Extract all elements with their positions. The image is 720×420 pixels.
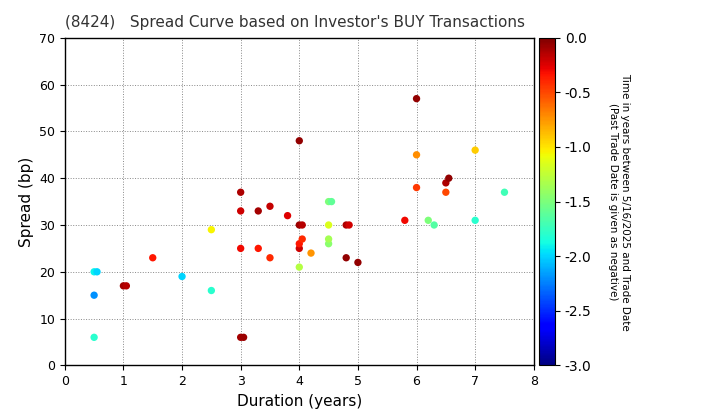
Point	[294, 137, 305, 144]
Point	[341, 222, 352, 228]
Y-axis label: Time in years between 5/16/2025 and Trade Date
(Past Trade Date is given as nega: Time in years between 5/16/2025 and Trad…	[608, 73, 630, 331]
Point	[440, 189, 451, 196]
Point	[235, 245, 246, 252]
Point	[294, 240, 305, 247]
Point	[469, 147, 481, 153]
Point	[399, 217, 410, 224]
Point	[294, 264, 305, 270]
Point	[253, 207, 264, 214]
Point	[206, 287, 217, 294]
Point	[411, 184, 423, 191]
Point	[120, 283, 132, 289]
Point	[206, 226, 217, 233]
Point	[176, 273, 188, 280]
Point	[238, 334, 249, 341]
Point	[440, 179, 451, 186]
Point	[282, 212, 293, 219]
Point	[235, 207, 246, 214]
Point	[428, 222, 440, 228]
Point	[297, 222, 308, 228]
Point	[341, 255, 352, 261]
Point	[264, 203, 276, 210]
Point	[147, 255, 158, 261]
Point	[89, 292, 100, 299]
Point	[89, 334, 100, 341]
Point	[305, 250, 317, 257]
Y-axis label: Spread (bp): Spread (bp)	[19, 157, 34, 247]
Point	[411, 152, 423, 158]
Point	[253, 245, 264, 252]
Point	[294, 222, 305, 228]
Point	[91, 268, 103, 275]
Point	[499, 189, 510, 196]
Point	[264, 255, 276, 261]
Point	[343, 222, 355, 228]
Point	[323, 240, 334, 247]
Point	[411, 95, 423, 102]
Point	[443, 175, 454, 181]
Point	[352, 259, 364, 266]
Point	[235, 334, 246, 341]
Point	[235, 189, 246, 196]
Point	[469, 217, 481, 224]
Point	[325, 198, 337, 205]
Point	[117, 283, 129, 289]
Point	[297, 236, 308, 242]
Point	[423, 217, 434, 224]
X-axis label: Duration (years): Duration (years)	[237, 394, 362, 409]
Point	[323, 236, 334, 242]
Point	[323, 198, 334, 205]
Point	[89, 268, 100, 275]
Text: (8424)   Spread Curve based on Investor's BUY Transactions: (8424) Spread Curve based on Investor's …	[65, 15, 525, 30]
Point	[294, 245, 305, 252]
Point	[323, 222, 334, 228]
